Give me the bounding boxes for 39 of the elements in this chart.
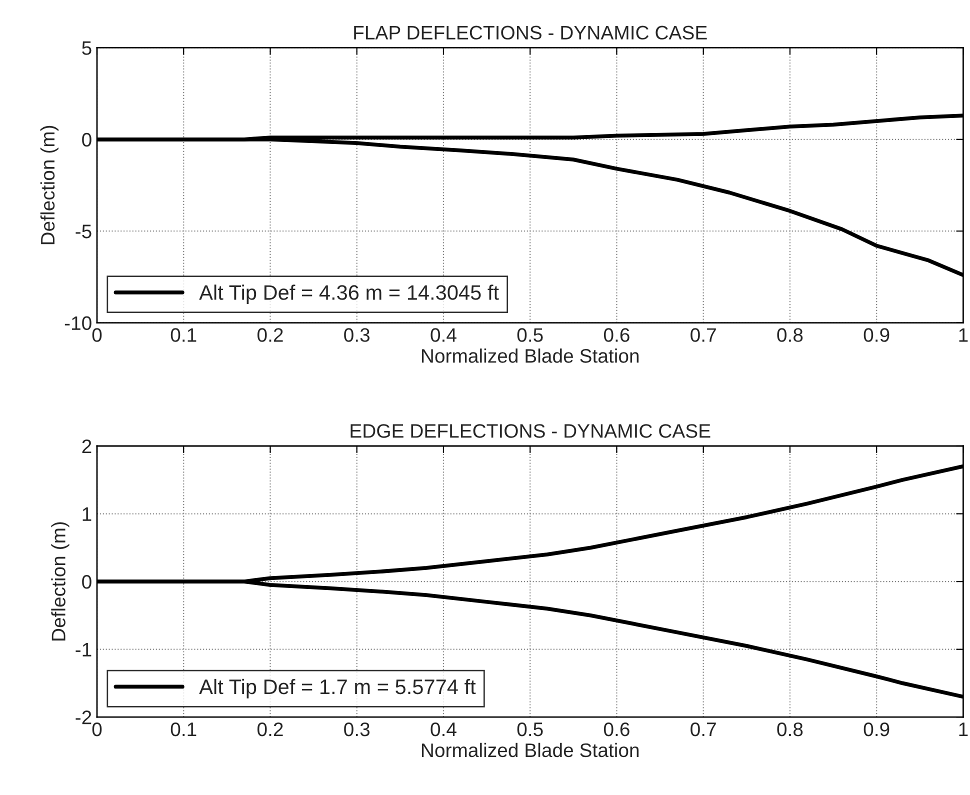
x-tick-label: 0.6 [604,328,630,342]
y-tick-label: 1 [82,507,92,521]
y-axis-title: Deflection (m) [40,126,58,244]
x-tick-label: 0.3 [344,328,370,342]
x-axis-title: Normalized Blade Station [422,742,639,758]
x-tick-label: 0.6 [604,722,630,736]
y-tick-label: -10 [64,316,92,330]
x-tick-label: 1 [959,328,968,342]
chart-title: FLAP DEFLECTIONS - DYNAMIC CASE [354,26,707,40]
legend-label: Alt Tip Def = 4.36 m = 14.3045 ft [199,284,499,304]
x-tick-label: 0.4 [430,722,456,736]
x-tick-label: 0.5 [517,722,543,736]
x-tick-label: 0.1 [170,328,196,342]
x-tick-label: 0.8 [777,328,803,342]
x-tick-label: 0.8 [777,722,803,736]
x-tick-label: 0 [92,328,102,342]
x-tick-label: 0.5 [517,328,543,342]
x-axis-title: Normalized Blade Station [422,348,639,363]
x-tick-label: 0.9 [864,722,890,736]
x-tick-label: 0 [92,722,102,736]
x-tick-label: 0.9 [864,328,890,342]
x-tick-label: 0.3 [344,722,370,736]
y-tick-label: 0 [82,132,92,147]
x-tick-label: 0.2 [257,722,283,736]
y-tick-label: -5 [76,224,92,238]
y-axis-title: Deflection (m) [51,522,70,640]
x-tick-label: 0.2 [257,328,283,342]
x-tick-label: 1 [959,722,968,736]
y-tick-label: 2 [82,439,92,454]
legend-label: Alt Tip Def = 1.7 m = 5.5774 ft [199,678,476,698]
chart-title: EDGE DEFLECTIONS - DYNAMIC CASE [350,424,710,438]
y-tick-label: -1 [76,642,92,656]
x-tick-label: 0.1 [170,722,196,736]
y-tick-label: -2 [76,710,92,724]
x-tick-label: 0.4 [430,328,456,342]
x-tick-label: 0.7 [690,328,716,342]
y-tick-label: 0 [82,575,92,589]
y-tick-label: 5 [82,41,92,55]
x-tick-label: 0.7 [690,722,716,736]
